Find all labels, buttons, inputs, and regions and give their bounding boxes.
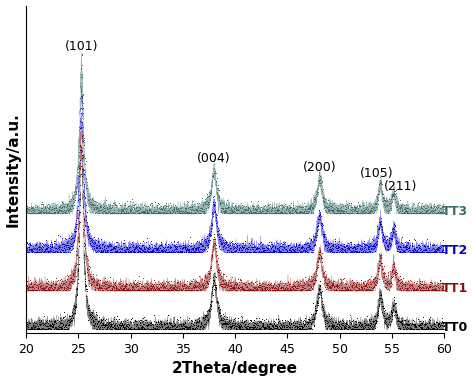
X-axis label: 2Theta/degree: 2Theta/degree [172, 361, 298, 376]
Text: (105): (105) [360, 167, 394, 180]
Text: TT1: TT1 [442, 282, 468, 295]
Text: (004): (004) [197, 152, 231, 165]
Y-axis label: Intensity/a.u.: Intensity/a.u. [6, 112, 20, 227]
Text: TT2: TT2 [442, 244, 468, 257]
Text: TT3: TT3 [442, 205, 468, 218]
Text: (211): (211) [383, 180, 417, 193]
Text: TT0: TT0 [442, 321, 468, 334]
Text: (101): (101) [65, 40, 98, 53]
Text: (200): (200) [303, 161, 337, 174]
